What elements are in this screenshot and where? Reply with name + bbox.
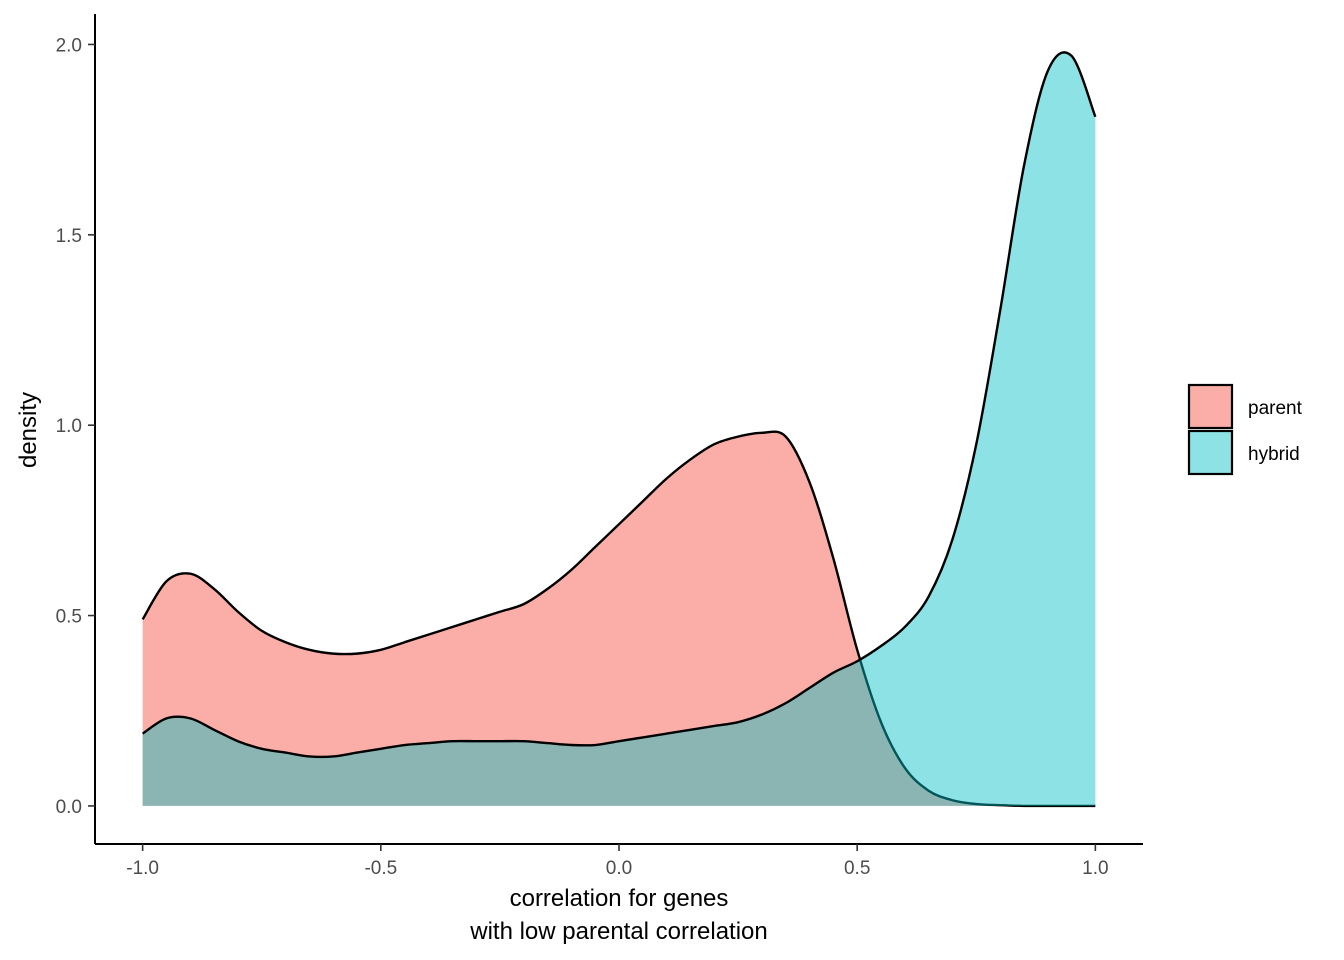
y-tick-label: 0.5: [56, 607, 82, 628]
legend-label-parent: parent: [1248, 398, 1303, 419]
density-area-parent: [142, 431, 1096, 806]
x-tick-label: -0.5: [364, 858, 397, 879]
x-tick-label: 1.0: [1082, 858, 1108, 879]
x-axis-title-line-1: correlation for genes: [510, 885, 729, 912]
density-curve-parent: [141, 430, 1096, 808]
density-area-hybrid: [142, 52, 1096, 806]
y-tick-label: 2.0: [56, 35, 82, 56]
x-tick-label: 0.0: [606, 858, 632, 879]
density-curve-hybrid: [141, 51, 1097, 759]
legend: parent hybrid: [1187, 383, 1303, 476]
y-tick-label: 0.0: [56, 797, 82, 818]
legend-key-parent: [1187, 383, 1234, 430]
axes: -1.0 -0.5 0.0 0.5 1.0 0.0 0.5 1.0 1.5 2.0: [56, 14, 1143, 879]
x-tick-label: 0.5: [844, 858, 870, 879]
density-areas: [141, 51, 1097, 808]
legend-label-hybrid: hybrid: [1248, 444, 1300, 465]
x-axis-title-line-2: with low parental correlation: [469, 918, 767, 945]
legend-key-hybrid: [1187, 429, 1234, 476]
y-tick-label: 1.0: [56, 416, 82, 437]
y-axis-ticks: 0.0 0.5 1.0 1.5 2.0: [56, 35, 95, 818]
x-axis-ticks: -1.0 -0.5 0.0 0.5 1.0: [126, 844, 1109, 879]
y-axis-title: density: [15, 392, 42, 468]
x-tick-label: -1.0: [126, 858, 159, 879]
y-tick-label: 1.5: [56, 226, 82, 247]
